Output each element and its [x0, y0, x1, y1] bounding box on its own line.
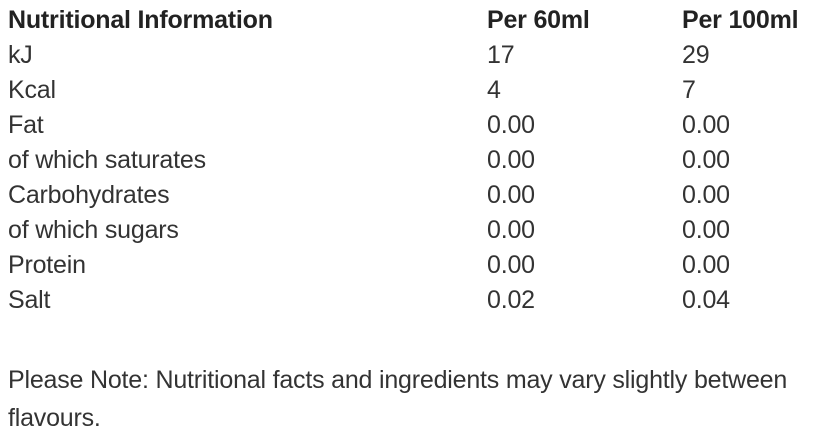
value-per-100ml: 0.00 — [682, 181, 730, 209]
value-per-60ml: 0.02 — [487, 286, 535, 314]
value-per-100ml: 0.00 — [682, 216, 730, 244]
value-per-60ml: 0.00 — [487, 251, 535, 279]
table-row-salt: Salt 0.02 0.04 — [8, 283, 818, 318]
table-row-kj: kJ 17 29 — [8, 38, 818, 73]
table-row-sugars: of which sugars 0.00 0.00 — [8, 213, 818, 248]
value-per-60ml: 0.00 — [487, 216, 535, 244]
column-header-per-60ml: Per 60ml — [487, 6, 590, 34]
value-per-60ml: 0.00 — [487, 181, 535, 209]
column-header-nutritional-information: Nutritional Information — [8, 6, 273, 34]
value-per-100ml: 0.04 — [682, 286, 730, 314]
value-per-60ml: 0.00 — [487, 146, 535, 174]
value-per-60ml: 17 — [487, 41, 515, 69]
column-header-per-100ml: Per 100ml — [682, 6, 799, 34]
row-label: Salt — [8, 286, 51, 314]
table-row-carbohydrates: Carbohydrates 0.00 0.00 — [8, 178, 818, 213]
row-label: kJ — [8, 41, 33, 69]
value-per-100ml: 7 — [682, 76, 696, 104]
row-label: Kcal — [8, 76, 56, 104]
value-per-60ml: 4 — [487, 76, 501, 104]
row-label: Protein — [8, 251, 86, 279]
value-per-100ml: 29 — [682, 41, 710, 69]
value-per-100ml: 0.00 — [682, 146, 730, 174]
table-header-row: Nutritional Information Per 60ml Per 100… — [8, 3, 818, 38]
table-row-kcal: Kcal 4 7 — [8, 73, 818, 108]
row-label: Fat — [8, 111, 44, 139]
table-row-protein: Protein 0.00 0.00 — [8, 248, 818, 283]
value-per-100ml: 0.00 — [682, 111, 730, 139]
value-per-100ml: 0.00 — [682, 251, 730, 279]
note-text: Please Note: Nutritional facts and ingre… — [8, 366, 788, 432]
row-label: of which saturates — [8, 146, 206, 174]
value-per-60ml: 0.00 — [487, 111, 535, 139]
table-row-saturates: of which saturates 0.00 0.00 — [8, 143, 818, 178]
table-row-fat: Fat 0.00 0.00 — [8, 108, 818, 143]
row-label: Carbohydrates — [8, 181, 170, 209]
row-label: of which sugars — [8, 216, 179, 244]
